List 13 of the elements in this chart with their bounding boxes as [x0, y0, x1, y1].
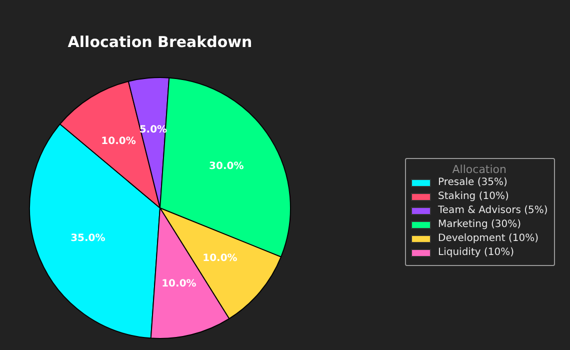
data-label: 10.0% — [101, 136, 136, 148]
data-label: 10.0% — [162, 278, 196, 290]
data-label: 30.0% — [209, 161, 244, 172]
legend-label: Liquidity (10%) — [438, 246, 514, 260]
data-label: 35.0% — [70, 233, 106, 244]
legend-label: Presale (35%) — [438, 176, 508, 190]
legend-label: Marketing (30%) — [438, 218, 522, 232]
legend-label: Development (10%) — [438, 232, 539, 246]
chart-title: Allocation Breakdown — [68, 32, 252, 51]
legend-title: Allocation — [451, 163, 508, 176]
data-label: 10.0% — [202, 252, 238, 264]
legend-label: Staking (10%) — [438, 190, 509, 204]
legend-label: Team & Advisors (5%) — [438, 204, 548, 218]
